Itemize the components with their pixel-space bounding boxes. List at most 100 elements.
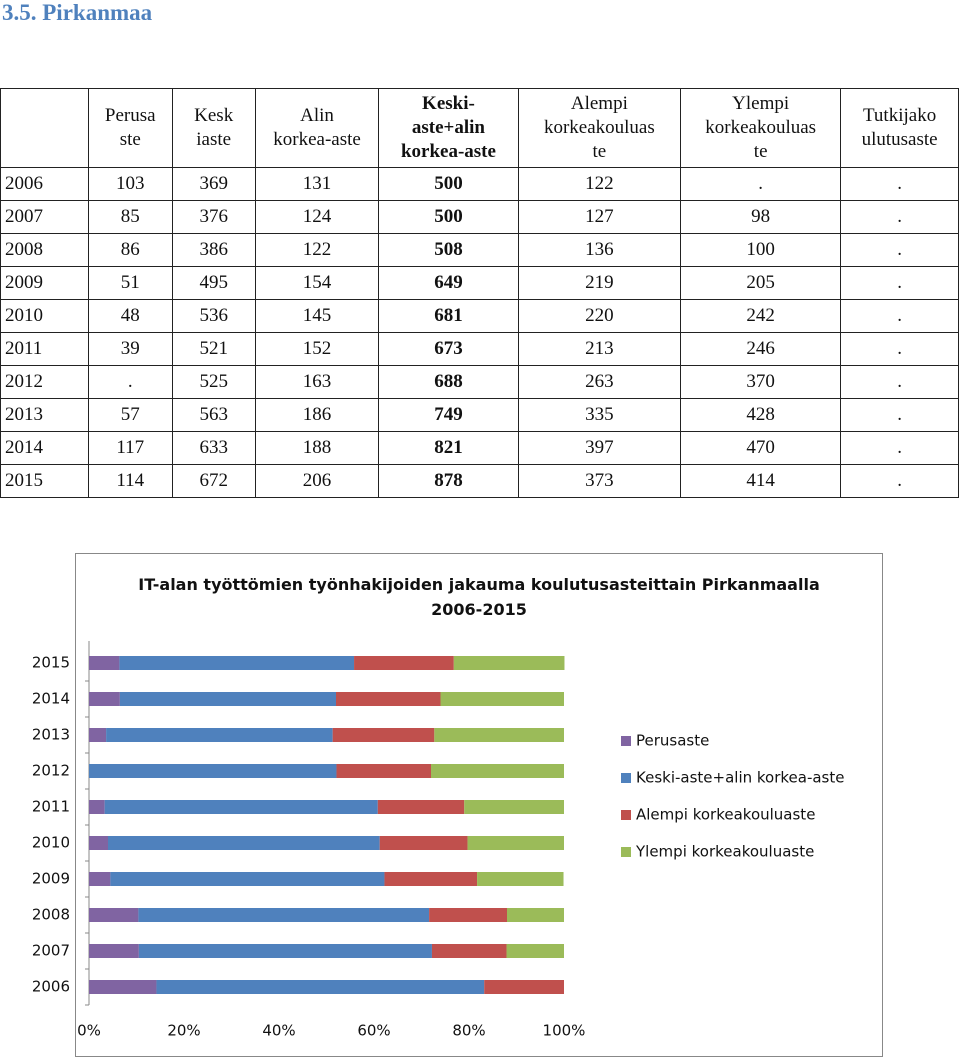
table-cell: 127 bbox=[517, 200, 682, 234]
legend-swatch bbox=[621, 736, 631, 746]
table-cell: 335 bbox=[517, 398, 682, 432]
table-cell: 57 bbox=[87, 398, 173, 432]
table-cell: . bbox=[840, 398, 959, 432]
bar-segment bbox=[89, 656, 120, 670]
bar-segment bbox=[431, 764, 564, 778]
header-cell: Alin korkea-aste bbox=[254, 88, 380, 168]
table-cell: 186 bbox=[254, 398, 380, 432]
table-cell: 188 bbox=[254, 431, 380, 465]
x-tick-label: 20% bbox=[167, 1022, 200, 1040]
table-row: 2014 117 633 188 821 397 470. bbox=[0, 431, 959, 465]
bar-segment bbox=[138, 908, 430, 922]
table-row: 2012. 525 163 688 263 370. bbox=[0, 365, 959, 399]
table-cell: 2011 bbox=[0, 332, 89, 366]
bar-segment bbox=[477, 872, 564, 886]
table-cell: 48 bbox=[87, 299, 173, 333]
table-cell: . bbox=[840, 299, 959, 333]
table-cell: 85 bbox=[87, 200, 173, 234]
bar-segment bbox=[506, 944, 564, 958]
legend-swatch bbox=[621, 810, 631, 820]
bar-segment bbox=[434, 728, 564, 742]
table-cell: 136 bbox=[517, 233, 682, 267]
header-cell: Keski- aste+alin korkea-aste bbox=[378, 88, 519, 168]
y-tick-label: 2013 bbox=[32, 726, 70, 744]
bar-segment bbox=[332, 728, 435, 742]
table-cell: 428 bbox=[680, 398, 842, 432]
table-cell: 2012 bbox=[0, 365, 89, 399]
table-row: 2011 39 521 152 673 213 246. bbox=[0, 332, 959, 366]
bar-segment bbox=[484, 980, 564, 994]
table-cell: 633 bbox=[171, 431, 256, 465]
table-cell: 373 bbox=[517, 464, 682, 498]
bar-segment bbox=[379, 836, 468, 850]
x-tick-label: 80% bbox=[452, 1022, 485, 1040]
table-cell: . bbox=[840, 200, 959, 234]
table-cell: 397 bbox=[517, 431, 682, 465]
bar-segment bbox=[354, 656, 454, 670]
bar-segment bbox=[119, 692, 336, 706]
bar-segment bbox=[464, 800, 564, 814]
table-cell: 649 bbox=[378, 266, 519, 300]
table-cell: 2014 bbox=[0, 431, 89, 465]
table-cell: 470 bbox=[680, 431, 842, 465]
bar-segment bbox=[89, 692, 120, 706]
table-cell: 376 bbox=[171, 200, 256, 234]
bar-segment bbox=[431, 944, 507, 958]
table-cell: 495 bbox=[171, 266, 256, 300]
legend-swatch bbox=[621, 773, 631, 783]
y-tick-label: 2015 bbox=[32, 654, 70, 672]
header-cell: Kesk iaste bbox=[171, 88, 256, 168]
x-tick-label: 60% bbox=[357, 1022, 390, 1040]
chart-area: 0% 20% 40% 60% 80% 100% 2006 2007 2008 2009 2010 20… bbox=[32, 641, 844, 1040]
table-cell: 2006 bbox=[0, 167, 89, 201]
bar-segment bbox=[336, 764, 431, 778]
table-cell: 681 bbox=[378, 299, 519, 333]
bar-segment bbox=[156, 980, 485, 994]
table-cell: 163 bbox=[254, 365, 380, 399]
chart: IT-alan työttömien työnhakijoiden jakaum… bbox=[32, 553, 883, 1057]
header-cell: Perusa ste bbox=[87, 88, 173, 168]
table-cell: 369 bbox=[171, 167, 256, 201]
bar-segment bbox=[89, 944, 139, 958]
y-tick-label: 2012 bbox=[32, 762, 70, 780]
bar-segment bbox=[89, 800, 105, 814]
table-cell: . bbox=[840, 365, 959, 399]
table-cell: 414 bbox=[680, 464, 842, 498]
table-cell: 673 bbox=[378, 332, 519, 366]
bar-segment bbox=[429, 908, 507, 922]
y-tick-label: 2010 bbox=[32, 834, 70, 852]
table-cell: 213 bbox=[517, 332, 682, 366]
table-cell: 39 bbox=[87, 332, 173, 366]
table-cell: . bbox=[840, 167, 959, 201]
table-cell: 51 bbox=[87, 266, 173, 300]
table-cell: 525 bbox=[171, 365, 256, 399]
table: Perusa ste Kesk iaste Alin korkea-aste Kesk… bbox=[0, 88, 959, 498]
table-cell: 821 bbox=[378, 431, 519, 465]
x-tick-label: 100% bbox=[543, 1022, 586, 1040]
legend-label: Perusaste bbox=[636, 732, 709, 750]
table-cell: . bbox=[840, 464, 959, 498]
table-cell: 122 bbox=[517, 167, 682, 201]
table-cell: 500 bbox=[378, 200, 519, 234]
y-tick-label: 2006 bbox=[32, 978, 70, 996]
bar-segment bbox=[89, 908, 139, 922]
y-tick-label: 2008 bbox=[32, 906, 70, 924]
table-cell: 563 bbox=[171, 398, 256, 432]
table-cell: 2010 bbox=[0, 299, 89, 333]
table-cell: 521 bbox=[171, 332, 256, 366]
table-cell: . bbox=[87, 365, 173, 399]
table-row: 2015 114 672 206 878 373 414. bbox=[0, 464, 959, 498]
table-cell: . bbox=[840, 266, 959, 300]
bar-segment bbox=[138, 944, 432, 958]
table-cell: . bbox=[680, 167, 842, 201]
header-cell: Ylempi korkeakouluas te bbox=[680, 88, 842, 168]
table-row: 2007 85 376 124 500 127 98. bbox=[0, 200, 959, 234]
bar-segment bbox=[104, 800, 378, 814]
table-row: 2013 57 563 186 749 335 428. bbox=[0, 398, 959, 432]
bar-segment bbox=[119, 656, 355, 670]
table-cell: 2008 bbox=[0, 233, 89, 267]
bar-segment bbox=[108, 836, 380, 850]
bar-segment bbox=[89, 764, 337, 778]
legend-swatch bbox=[621, 847, 631, 857]
